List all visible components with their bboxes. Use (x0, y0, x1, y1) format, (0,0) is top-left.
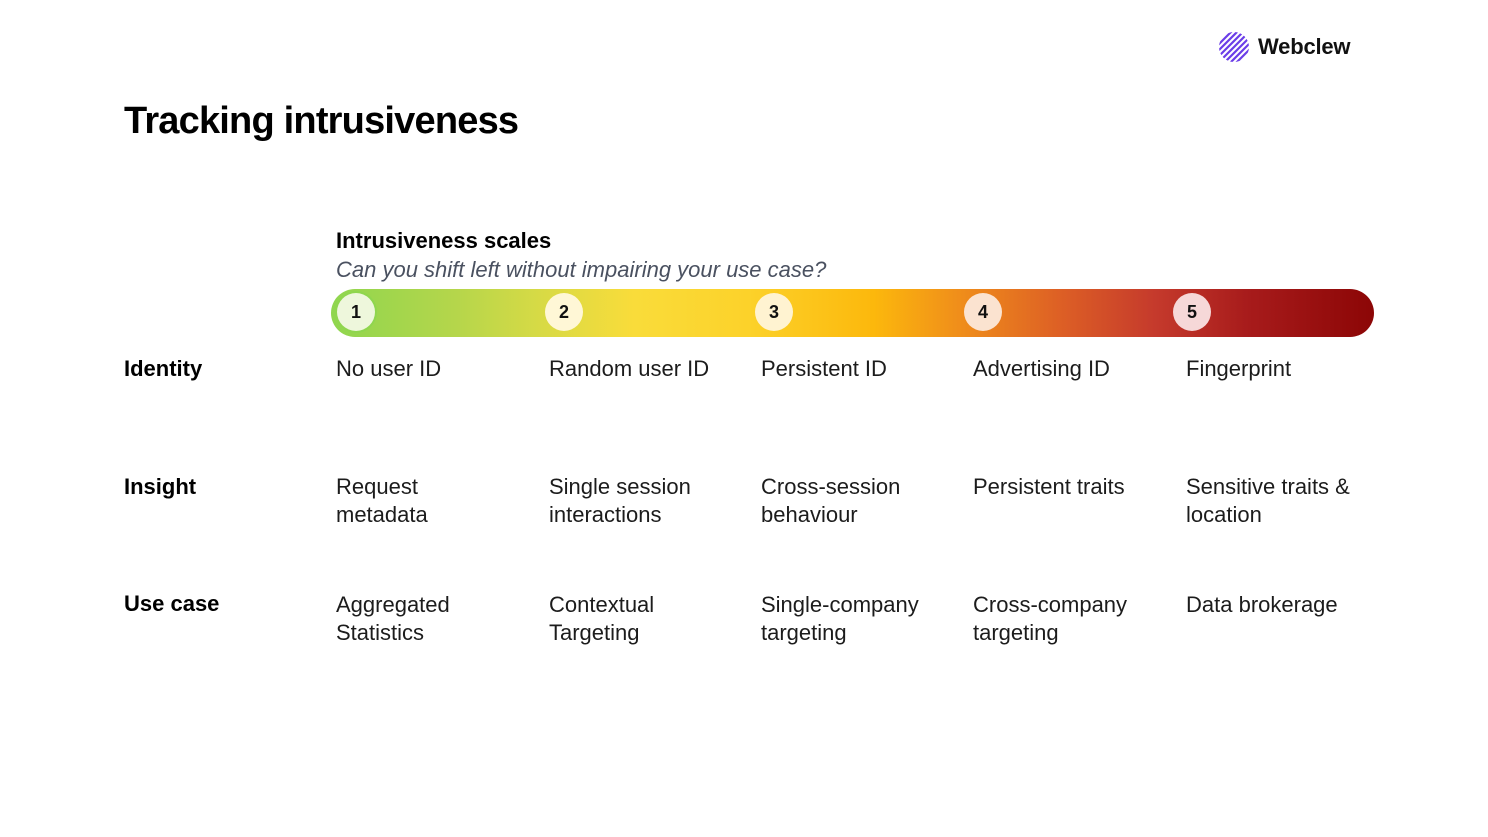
use-case-cell: Cross-company targeting (973, 592, 1128, 645)
scale-subtitle: Can you shift left without impairing you… (336, 257, 827, 282)
row-label-use-case: Use case (124, 591, 220, 616)
identity-cell: Persistent ID (761, 356, 887, 381)
step-badge-2: 2 (545, 293, 583, 331)
brand-name: Webclew (1258, 34, 1351, 59)
use-case-cell: Aggregated Statistics (336, 592, 450, 645)
use-case-cell: Contextual Targeting (549, 592, 655, 645)
step-badge-1: 1 (337, 293, 375, 331)
insight-cell: Cross-session behaviour (761, 474, 901, 527)
striped-circle-logo-icon (1219, 32, 1249, 62)
identity-cell: Random user ID (549, 356, 710, 381)
step-badge-3: 3 (755, 293, 793, 331)
step-badge-4: 4 (964, 293, 1002, 331)
use-case-cell: Single-company targeting (761, 592, 919, 645)
row-label-insight: Insight (124, 474, 197, 499)
identity-cell: No user ID (336, 356, 442, 381)
step-badge-5: 5 (1173, 293, 1211, 331)
intrusiveness-gradient-bar: 1 2 3 4 5 (331, 289, 1374, 337)
identity-cell: Advertising ID (973, 356, 1110, 381)
insight-cell: Persistent traits (973, 474, 1125, 499)
scale-heading: Intrusiveness scales (336, 228, 552, 253)
identity-cell: Fingerprint (1186, 356, 1292, 381)
page-title: Tracking intrusiveness (124, 100, 519, 142)
insight-cell: Request metadata (336, 474, 428, 527)
insight-cell: Sensitive traits & location (1186, 474, 1350, 527)
row-label-identity: Identity (124, 356, 203, 381)
insight-cell: Single session interactions (549, 474, 691, 527)
brand-logo: Webclew (1218, 31, 1351, 63)
use-case-cell: Data brokerage (1186, 592, 1338, 617)
